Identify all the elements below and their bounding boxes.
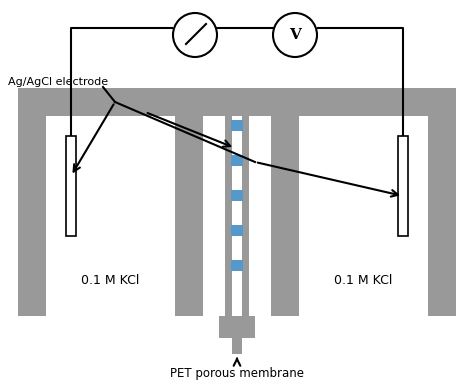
Bar bbox=[231, 120, 243, 131]
Bar bbox=[214, 94, 260, 116]
Bar bbox=[249, 116, 271, 316]
Bar bbox=[231, 190, 243, 201]
Circle shape bbox=[173, 13, 217, 57]
Bar bbox=[398, 136, 408, 236]
Text: 0.1 M KCl: 0.1 M KCl bbox=[81, 274, 139, 288]
Bar bbox=[232, 116, 242, 316]
Bar bbox=[271, 88, 456, 316]
Bar bbox=[231, 225, 243, 236]
Bar bbox=[46, 116, 175, 316]
Bar bbox=[18, 88, 203, 316]
Bar bbox=[219, 316, 255, 338]
Bar bbox=[231, 260, 243, 271]
Bar bbox=[66, 136, 76, 236]
Bar bbox=[299, 116, 428, 316]
Text: 0.1 M KCl: 0.1 M KCl bbox=[334, 274, 392, 288]
Text: PET porous membrane: PET porous membrane bbox=[170, 367, 304, 380]
Circle shape bbox=[273, 13, 317, 57]
Bar bbox=[203, 88, 271, 116]
Bar bbox=[232, 338, 242, 354]
Text: V: V bbox=[289, 28, 301, 42]
Bar bbox=[203, 116, 225, 316]
Bar bbox=[231, 155, 243, 166]
Text: Ag/AgCl electrode: Ag/AgCl electrode bbox=[8, 77, 108, 87]
Bar bbox=[225, 88, 249, 316]
